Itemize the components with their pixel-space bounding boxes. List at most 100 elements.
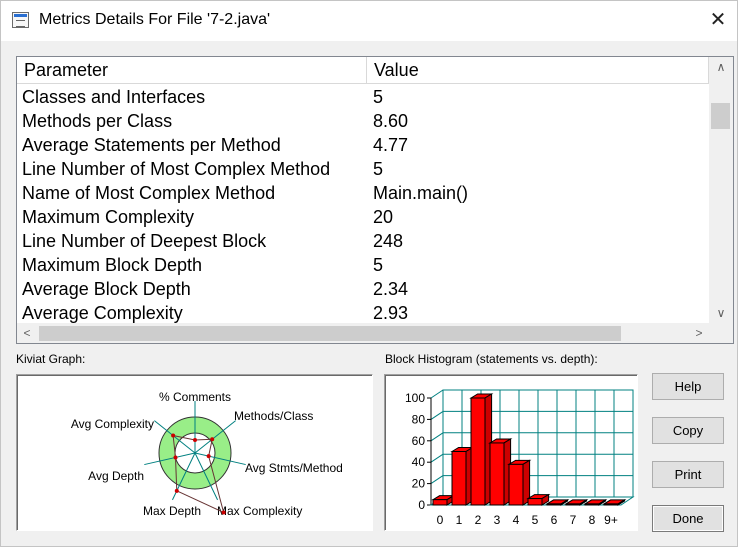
kiviat-axis-line (194, 452, 246, 466)
histogram-y-tick-label: 0 (418, 498, 425, 512)
block-histogram-label: Block Histogram (statements vs. depth): (385, 352, 598, 366)
app-window-icon (12, 12, 29, 28)
histogram-y-tick-label: 40 (412, 455, 426, 469)
histogram-x-tick-label: 5 (532, 513, 539, 527)
metrics-table: Parameter Value Classes and Interfaces 5 … (16, 56, 734, 344)
horizontal-scrollbar[interactable]: < > (17, 323, 709, 343)
histogram-x-tick-label: 3 (494, 513, 501, 527)
parameter-cell: Methods per Class (22, 111, 173, 131)
histogram-y-tick-label: 60 (412, 434, 426, 448)
histogram-y-tick-label: 80 (412, 412, 426, 426)
histogram-x-tick-label: 4 (513, 513, 520, 527)
histogram-bar (508, 463, 524, 506)
histogram-x-tick-label: 1 (456, 513, 463, 527)
scrollbar-corner (709, 323, 733, 343)
parameter-cell: Maximum Complexity (22, 207, 195, 227)
window-title: Metrics Details For File '7-2.java' (39, 11, 271, 28)
scroll-up-icon[interactable]: ∧ (716, 60, 726, 74)
histogram-bar (603, 503, 619, 506)
kiviat-axis-label: Avg Stmts/Method (245, 461, 343, 475)
vertical-scroll-thumb[interactable] (711, 103, 730, 129)
kiviat-graph-label: Kiviat Graph: (16, 352, 86, 366)
table-row[interactable]: Line Number of Deepest Block 248 (17, 229, 709, 253)
histogram-side-gridline (430, 389, 444, 399)
close-icon[interactable]: ✕ (709, 9, 727, 31)
table-row[interactable]: Classes and Interfaces 5 (17, 85, 709, 109)
histogram-y-tick-label: 100 (405, 391, 425, 405)
histogram-x-tick-label: 6 (551, 513, 558, 527)
parameter-cell: Average Complexity (22, 303, 183, 323)
histogram-bar (565, 503, 581, 506)
histogram-x-tick-label: 7 (570, 513, 577, 527)
kiviat-axis-line (144, 452, 196, 466)
kiviat-axis-label: % Comments (159, 390, 231, 404)
title-bar: Metrics Details For File '7-2.java' ✕ (1, 1, 737, 41)
value-cell: 20 (373, 207, 394, 227)
table-rows: Classes and Interfaces 5 Methods per Clas… (17, 85, 709, 323)
value-cell: 8.60 (373, 111, 409, 131)
kiviat-data-point (173, 455, 178, 460)
column-header-parameter[interactable]: Parameter (17, 57, 367, 84)
kiviat-data-point (171, 433, 176, 438)
table-row[interactable]: Average Statements per Method 4.77 (17, 133, 709, 157)
parameter-cell: Line Number of Deepest Block (22, 231, 267, 251)
parameter-cell: Maximum Block Depth (22, 255, 203, 275)
table-row[interactable]: Maximum Block Depth 5 (17, 253, 709, 277)
histogram-x-tick-label: 0 (437, 513, 444, 527)
value-cell: Main.main() (373, 183, 469, 203)
parameter-cell: Average Statements per Method (22, 135, 281, 155)
value-cell: 5 (373, 159, 384, 179)
copy-button[interactable]: Copy (652, 417, 724, 444)
done-button[interactable]: Done (652, 505, 724, 532)
value-cell: 5 (373, 87, 384, 107)
value-cell: 5 (373, 255, 384, 275)
histogram-bar (489, 442, 505, 506)
kiviat-data-point (206, 454, 211, 459)
help-button[interactable]: Help (652, 373, 724, 400)
table-row[interactable]: Name of Most Complex Method Main.main() (17, 181, 709, 205)
kiviat-graph: % Comments Methods/Class Avg Stmts/Method M… (16, 374, 373, 531)
parameter-cell: Average Block Depth (22, 279, 191, 299)
kiviat-axis-line (194, 452, 219, 501)
scroll-left-icon[interactable]: < (23, 326, 31, 340)
kiviat-axis-label: Max Depth (143, 504, 201, 518)
histogram-bar (546, 503, 562, 506)
table-row[interactable]: Maximum Complexity 20 (17, 205, 709, 229)
horizontal-scroll-thumb[interactable] (39, 326, 621, 341)
table-row[interactable]: Line Number of Most Complex Method 5 (17, 157, 709, 181)
histogram-side-gridline (430, 410, 444, 420)
value-cell: 4.77 (373, 135, 409, 155)
kiviat-axis-label: Avg Depth (88, 469, 144, 483)
print-button[interactable]: Print (652, 461, 724, 488)
scroll-down-icon[interactable]: ∨ (716, 306, 726, 320)
histogram-bar (470, 397, 486, 506)
kiviat-axis-label: Max Complexity (217, 504, 302, 518)
kiviat-axis-line (154, 420, 196, 454)
kiviat-axis-label: Methods/Class (234, 409, 313, 423)
histogram-side-gridline (430, 453, 444, 463)
vertical-scrollbar[interactable]: ∧ ∨ (709, 57, 733, 323)
histogram-bar (451, 451, 467, 506)
table-row[interactable]: Methods per Class 8.60 (17, 109, 709, 133)
histogram-x-tick-label: 2 (475, 513, 482, 527)
histogram-bar (432, 499, 448, 506)
value-cell: 248 (373, 231, 404, 251)
parameter-cell: Classes and Interfaces (22, 87, 206, 107)
kiviat-data-point (210, 437, 215, 442)
table-header: Parameter Value (17, 57, 709, 85)
table-row[interactable]: Average Complexity 2.93 (17, 301, 709, 323)
column-header-value[interactable]: Value (367, 57, 709, 84)
kiviat-data-point (174, 488, 179, 493)
kiviat-axis-line (194, 420, 236, 454)
table-row[interactable]: Average Block Depth 2.34 (17, 277, 709, 301)
histogram-side-gridline (430, 432, 444, 442)
histogram-bar (584, 503, 600, 506)
parameter-cell: Name of Most Complex Method (22, 183, 276, 203)
histogram-side-gridline (430, 475, 444, 485)
kiviat-axis-label: Avg Complexity (71, 417, 154, 431)
parameter-cell: Line Number of Most Complex Method (22, 159, 331, 179)
block-histogram: 0 20 40 60 80 100 0 1 2 3 4 5 6 7 8 9+ (384, 374, 638, 531)
scroll-right-icon[interactable]: > (695, 326, 703, 340)
